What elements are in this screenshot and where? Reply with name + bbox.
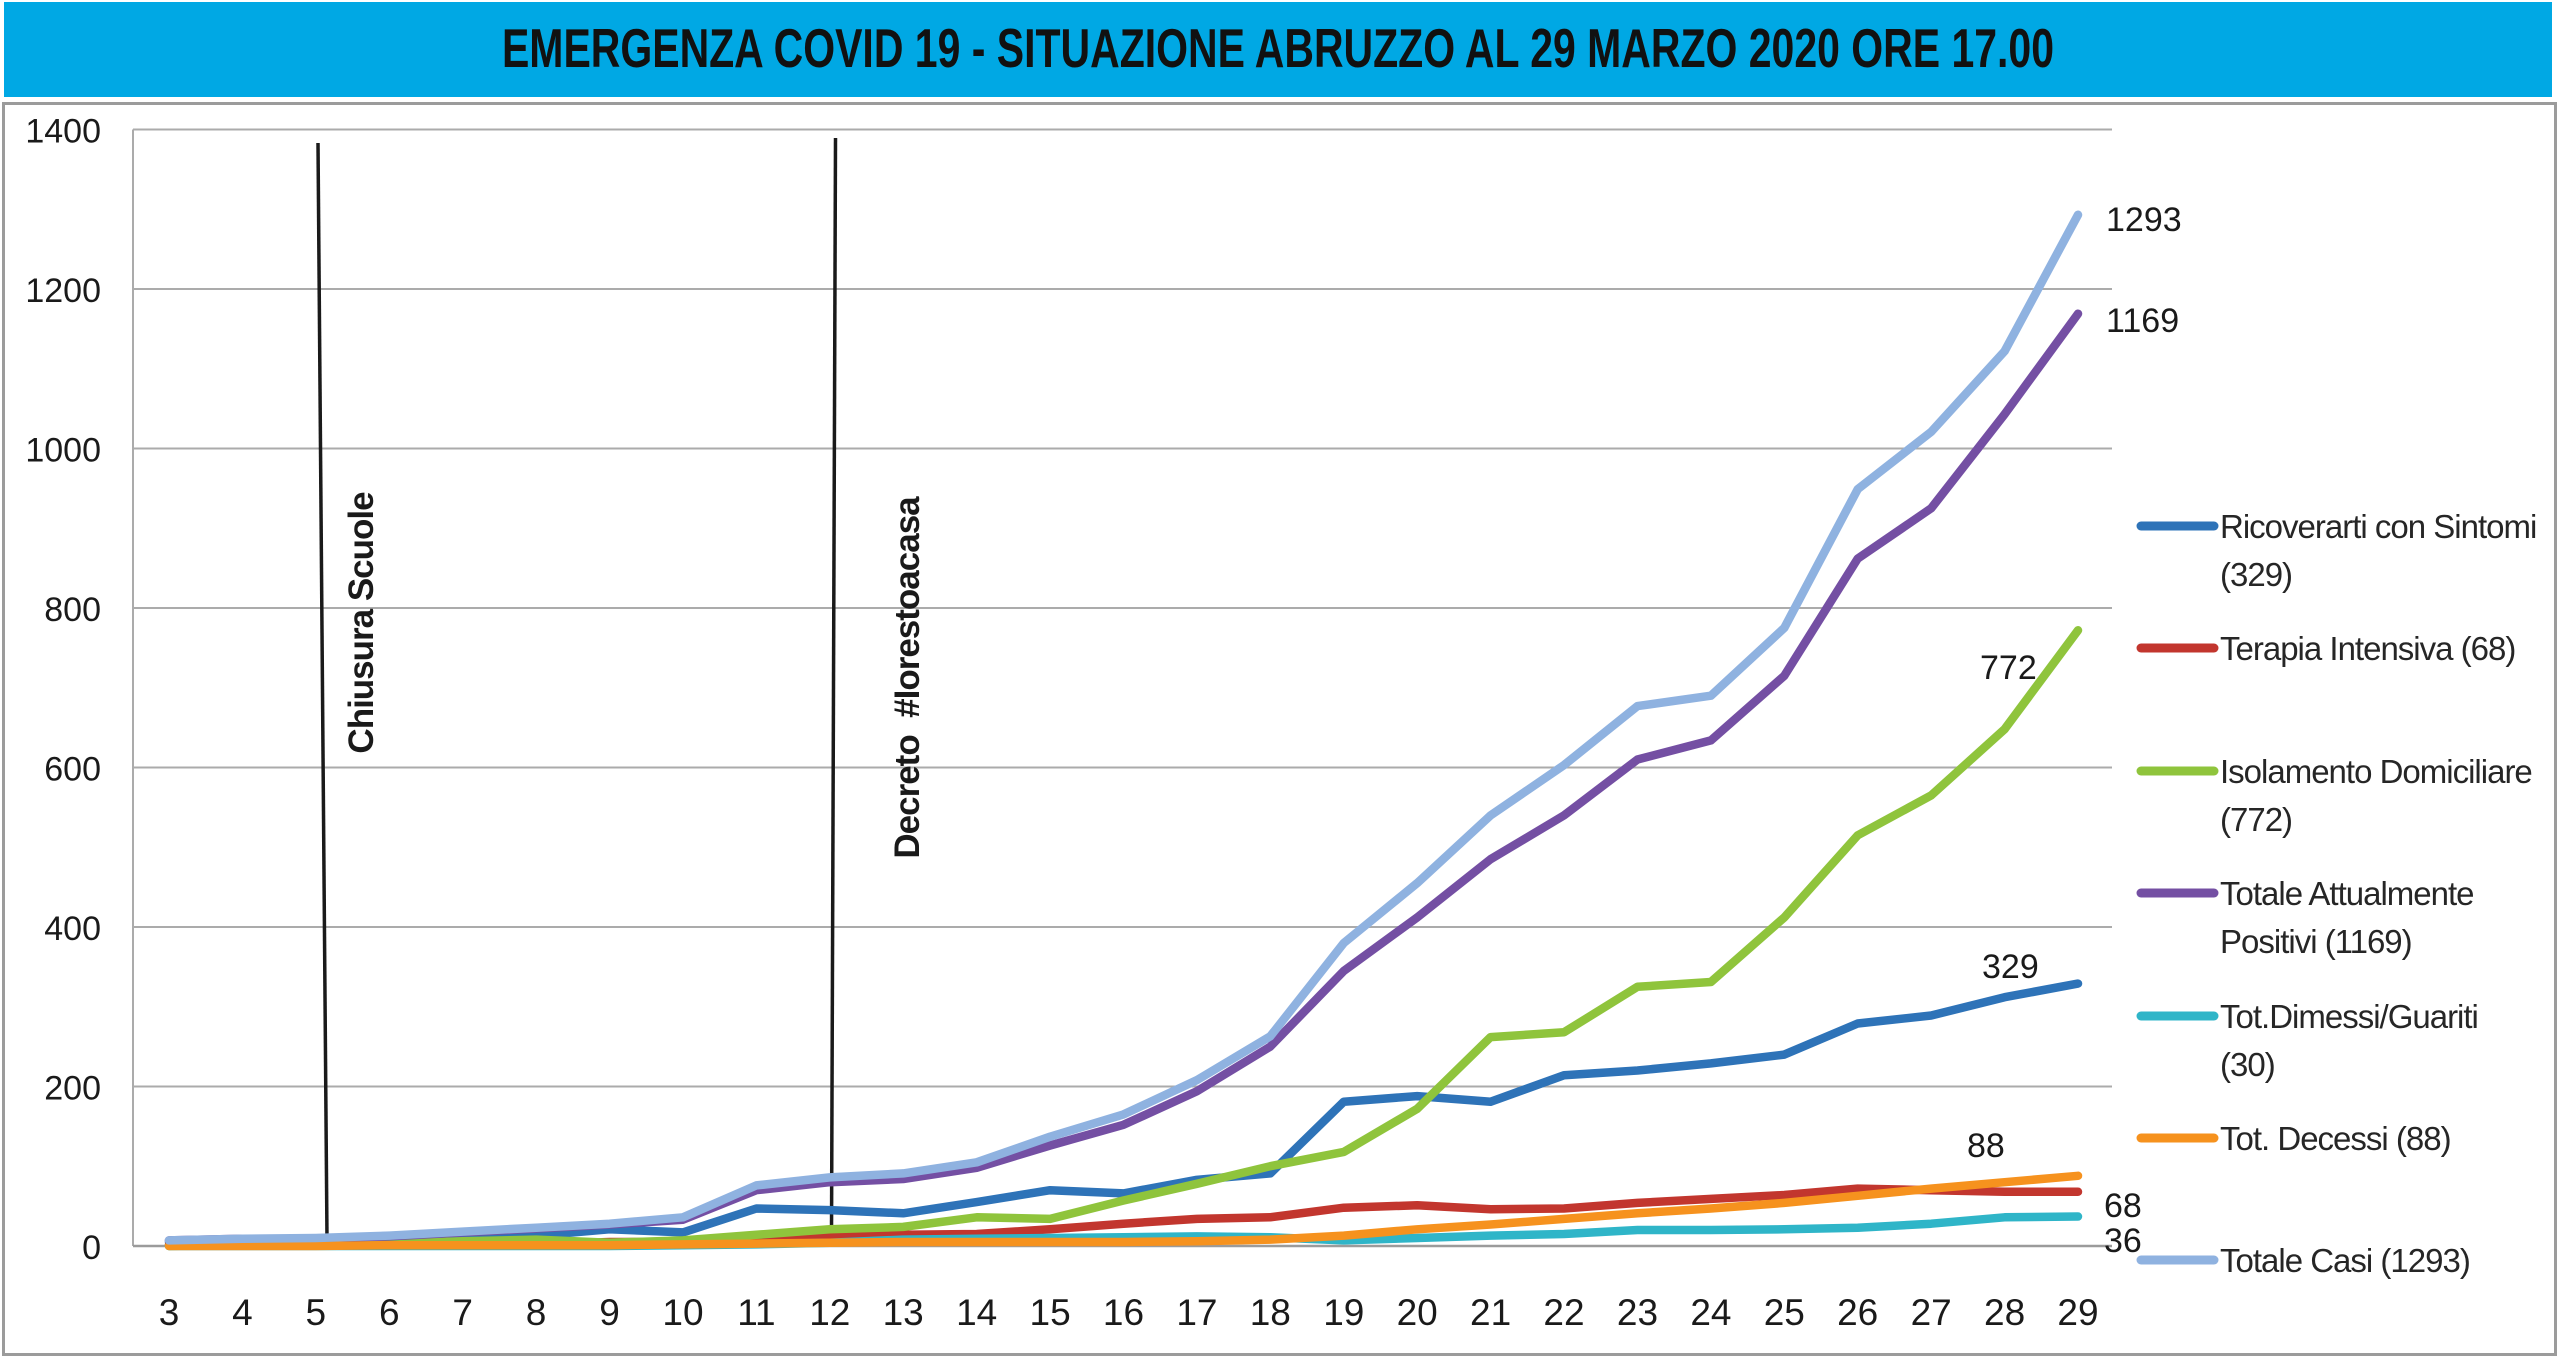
- svg-text:24: 24: [1690, 1292, 1731, 1333]
- svg-text:772: 772: [1980, 649, 2037, 687]
- svg-text:14: 14: [956, 1292, 997, 1333]
- svg-text:36: 36: [2104, 1222, 2142, 1260]
- svg-text:6: 6: [379, 1292, 400, 1333]
- svg-text:28: 28: [1984, 1292, 2025, 1333]
- svg-text:18: 18: [1250, 1292, 1291, 1333]
- svg-text:(772): (772): [2220, 801, 2292, 838]
- svg-text:Decreto #Iorestoacasa: Decreto #Iorestoacasa: [888, 496, 927, 859]
- svg-text:400: 400: [44, 910, 101, 948]
- svg-text:1169: 1169: [2106, 302, 2179, 340]
- svg-text:Isolamento Domiciliare: Isolamento Domiciliare: [2220, 753, 2532, 790]
- svg-text:27: 27: [1911, 1292, 1952, 1333]
- svg-text:Tot.Dimessi/Guariti: Tot.Dimessi/Guariti: [2220, 998, 2478, 1035]
- svg-text:29: 29: [2057, 1292, 2098, 1333]
- svg-text:25: 25: [1764, 1292, 1805, 1333]
- svg-text:0: 0: [82, 1229, 101, 1267]
- svg-text:26: 26: [1837, 1292, 1878, 1333]
- svg-text:Chiusura Scuole: Chiusura Scuole: [342, 492, 381, 754]
- svg-text:4: 4: [232, 1292, 253, 1333]
- svg-text:11: 11: [737, 1292, 775, 1333]
- svg-text:8: 8: [526, 1292, 547, 1333]
- svg-text:13: 13: [883, 1292, 924, 1333]
- svg-text:19: 19: [1323, 1292, 1364, 1333]
- svg-text:16: 16: [1103, 1292, 1144, 1333]
- svg-text:(30): (30): [2220, 1046, 2275, 1083]
- svg-text:800: 800: [44, 591, 101, 629]
- svg-text:68: 68: [2104, 1187, 2142, 1225]
- svg-text:20: 20: [1397, 1292, 1438, 1333]
- svg-text:329: 329: [1982, 948, 2039, 986]
- svg-text:15: 15: [1030, 1292, 1071, 1333]
- svg-text:12: 12: [809, 1292, 850, 1333]
- svg-text:9: 9: [599, 1292, 620, 1333]
- svg-text:200: 200: [44, 1070, 101, 1108]
- svg-text:1400: 1400: [25, 113, 101, 151]
- svg-text:1000: 1000: [25, 432, 101, 470]
- svg-text:17: 17: [1176, 1292, 1217, 1333]
- svg-text:1293: 1293: [2106, 201, 2182, 239]
- svg-text:600: 600: [44, 751, 101, 789]
- svg-text:Positivi (1169): Positivi (1169): [2220, 923, 2412, 960]
- svg-text:1200: 1200: [25, 272, 101, 310]
- svg-text:22: 22: [1543, 1292, 1584, 1333]
- svg-text:7: 7: [452, 1292, 473, 1333]
- svg-text:23: 23: [1617, 1292, 1658, 1333]
- svg-text:21: 21: [1470, 1292, 1511, 1333]
- svg-text:5: 5: [306, 1292, 327, 1333]
- svg-text:(329): (329): [2220, 556, 2292, 593]
- svg-text:88: 88: [1967, 1127, 2005, 1165]
- svg-text:Totale Casi (1293): Totale Casi (1293): [2220, 1242, 2470, 1279]
- svg-text:3: 3: [159, 1292, 180, 1333]
- svg-text:Tot. Decessi (88): Tot. Decessi (88): [2220, 1120, 2451, 1157]
- svg-text:Totale Attualmente: Totale Attualmente: [2220, 875, 2474, 912]
- svg-text:10: 10: [662, 1292, 703, 1333]
- svg-text:Terapia Intensiva (68): Terapia Intensiva (68): [2220, 630, 2515, 667]
- svg-text:Ricoverarti con Sintomi: Ricoverarti con Sintomi: [2220, 508, 2536, 545]
